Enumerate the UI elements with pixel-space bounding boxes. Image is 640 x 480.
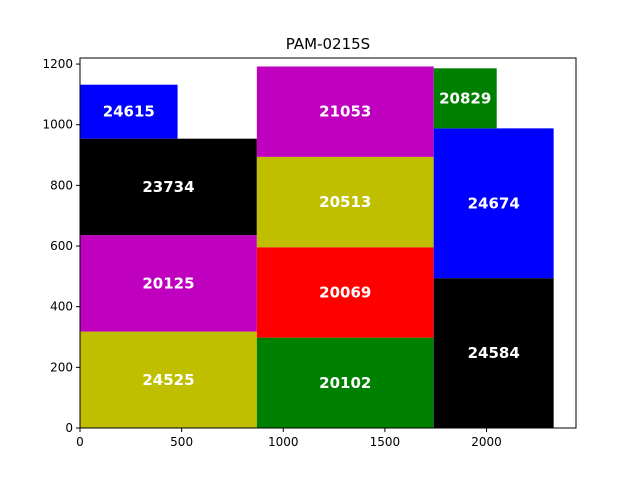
plot-area: 24525 20125 23734 24615 20102 20069 20513 21053… [80, 66, 554, 428]
x-tick-label: 0 [76, 435, 84, 449]
box-label: 23734 [142, 178, 194, 196]
box-21053 [256, 66, 434, 157]
y-tick-label: 800 [50, 178, 73, 192]
box-label: 24615 [103, 103, 155, 121]
chart-title: PAM-0215S [286, 35, 370, 53]
x-tick-label: 1500 [370, 435, 401, 449]
y-tick-label: 400 [50, 300, 73, 314]
x-tick-label: 1000 [268, 435, 299, 449]
box-label: 20125 [142, 274, 194, 292]
x-tick-label: 2000 [471, 435, 502, 449]
plot-frame [79, 57, 577, 429]
box-24674 [433, 128, 554, 279]
box-label: 21053 [319, 103, 371, 121]
y-tick-label: 200 [50, 360, 73, 374]
box-label: 24674 [468, 194, 520, 212]
box-label: 20513 [319, 193, 371, 211]
box-label: 20829 [439, 89, 491, 107]
y-tick-label: 1200 [42, 57, 73, 71]
box-label: 24525 [142, 371, 194, 389]
box-20125 [80, 235, 257, 332]
y-axis: 0 200 400 600 800 1000 1200 [42, 57, 80, 435]
box-label: 24584 [468, 344, 520, 362]
box-20069 [256, 247, 434, 338]
box-20102 [256, 337, 434, 428]
x-tick-label: 500 [170, 435, 193, 449]
box-label: 20069 [319, 283, 371, 301]
box-label: 20102 [319, 374, 371, 392]
y-tick-label: 0 [65, 421, 73, 435]
y-tick-label: 1000 [42, 118, 73, 132]
box-23734 [80, 138, 257, 236]
box-24615 [80, 84, 178, 139]
box-24525 [80, 331, 257, 428]
box-20513 [256, 156, 434, 248]
box-24584 [433, 278, 554, 428]
box-20829 [433, 68, 497, 129]
y-tick-label: 600 [50, 239, 73, 253]
x-axis: 0 500 1000 1500 2000 [76, 428, 502, 449]
